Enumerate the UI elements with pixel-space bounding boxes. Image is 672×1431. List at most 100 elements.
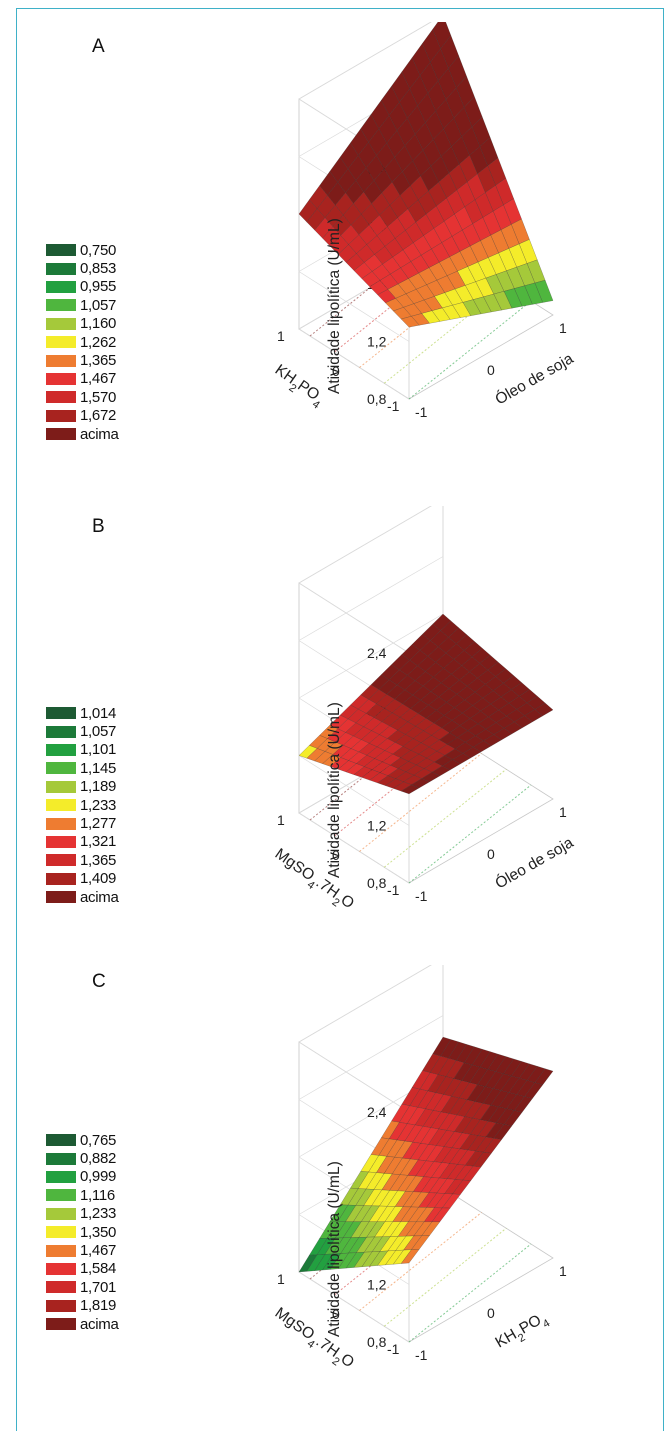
legend-swatch (46, 1189, 76, 1202)
z-tick-label: 2,4 (367, 1104, 387, 1120)
legend-item: 1,819 (46, 1297, 119, 1315)
legend-item: 1,321 (46, 833, 119, 851)
x-tick-label: 1 (559, 1263, 567, 1279)
legend-label: 1,701 (80, 1278, 117, 1296)
legend-label: 0,765 (80, 1131, 117, 1149)
z-axis-label: Atividade lipolítica (U/mL) (326, 1161, 343, 1337)
panel-label-b: B (92, 516, 105, 537)
legend-item: 1,057 (46, 722, 119, 740)
legend-item: 1,233 (46, 796, 119, 814)
legend-label: 1,321 (80, 833, 117, 851)
z-axis-label: Atividade lipolítica (U/mL) (326, 702, 343, 878)
legend-item: 1,145 (46, 759, 119, 777)
legend-swatch (46, 1226, 76, 1239)
y-tick-label: -1 (387, 398, 400, 414)
z-axis-label: Atividade lipolítica (U/mL) (326, 218, 343, 394)
legend-swatch (46, 1262, 76, 1275)
legend-swatch (46, 244, 76, 257)
y-tick-label: 1 (277, 812, 285, 828)
x-axis-label: Óleo de soja (493, 834, 577, 892)
legend-swatch (46, 743, 76, 756)
legend-label: 0,955 (80, 278, 117, 296)
legend-swatch (46, 891, 76, 904)
y-tick-label: -1 (387, 882, 400, 898)
legend-swatch (46, 780, 76, 793)
x-tick-label: 0 (487, 1305, 495, 1321)
legend-swatch (46, 872, 76, 885)
floor-contour (408, 1243, 532, 1343)
legend-swatch (46, 280, 76, 293)
legend-item: 1,365 (46, 351, 119, 369)
legend-label: 1,145 (80, 759, 117, 777)
legend-swatch (46, 707, 76, 720)
legend-label: 1,409 (80, 870, 117, 888)
legend-swatch (46, 428, 76, 441)
legend-label: 1,057 (80, 723, 117, 741)
legend-item: acima (46, 425, 119, 443)
legend-item: 0,955 (46, 278, 119, 296)
legend-swatch (46, 762, 76, 775)
legend-b: 1,014 1,057 1,101 1,145 1,189 1,233 1,277 1,321… (46, 704, 119, 906)
legend-item: 0,882 (46, 1149, 119, 1167)
surface-plot-c: C 0,765 0,882 0,999 1,116 1,233 1,350 1,467 1,5… (16, 965, 664, 1425)
legend-label: 1,365 (80, 352, 117, 370)
legend-label: 0,999 (80, 1168, 117, 1186)
legend-swatch (46, 1207, 76, 1220)
legend-label: 0,750 (80, 241, 117, 259)
legend-item: 1,116 (46, 1186, 119, 1204)
legend-label: 1,277 (80, 815, 117, 833)
legend-swatch (46, 409, 76, 422)
y-axis-label: KH2PO4 (269, 361, 328, 411)
legend-item: 1,672 (46, 407, 119, 425)
legend-label: 1,365 (80, 851, 117, 869)
legend-swatch (46, 391, 76, 404)
legend-label: 1,116 (80, 1186, 115, 1204)
legend-label: 1,262 (80, 333, 117, 351)
legend-label: 1,672 (80, 407, 117, 425)
z-gridline (298, 506, 432, 654)
legend-item: 1,057 (46, 296, 119, 314)
x-axis-label: KH2PO4 (493, 1309, 553, 1356)
surface-cell (400, 1249, 420, 1264)
legend-label: 1,350 (80, 1223, 117, 1241)
legend-swatch (46, 1281, 76, 1294)
y-tick-label: 1 (277, 328, 285, 344)
z-gridline (298, 1015, 444, 1170)
legend-a: 0,750 0,853 0,955 1,057 1,160 1,262 1,365 1,467… (46, 241, 119, 443)
legend-swatch (46, 854, 76, 867)
legend-item: 1,584 (46, 1260, 119, 1278)
legend-label: 1,057 (80, 296, 117, 314)
legend-label: 1,160 (80, 315, 117, 333)
legend-swatch (46, 1299, 76, 1312)
legend-item: 1,233 (46, 1205, 119, 1223)
legend-swatch (46, 835, 76, 848)
y-tick-label: 0 (332, 1306, 340, 1322)
legend-label: acima (80, 425, 119, 443)
legend-item: 1,467 (46, 370, 119, 388)
legend-item: 1,467 (46, 1241, 119, 1259)
z-tick-label: 1,2 (367, 1277, 387, 1293)
z-tick-label: 0,8 (367, 391, 387, 407)
x-axis-label: Óleo de soja (493, 350, 577, 408)
legend-c: 0,765 0,882 0,999 1,116 1,233 1,350 1,467 1,584… (46, 1131, 119, 1333)
legend-label: 1,570 (80, 388, 117, 406)
legend-label: 1,819 (80, 1297, 117, 1315)
legend-label: 1,101 (80, 741, 117, 759)
y-tick-label: 0 (332, 363, 340, 379)
legend-label: 0,882 (80, 1150, 117, 1168)
z-gridline (298, 965, 432, 1113)
legend-item: 1,350 (46, 1223, 119, 1241)
legend-swatch (46, 1170, 76, 1183)
legend-label: 0,853 (80, 260, 117, 278)
y-tick-label: 0 (332, 847, 340, 863)
legend-label: 1,189 (80, 778, 117, 796)
x-tick-label: -1 (415, 404, 428, 420)
z-tick-label: 1,2 (367, 818, 387, 834)
legend-label: 1,467 (80, 1242, 117, 1260)
legend-swatch (46, 1134, 76, 1147)
z-tick-label: 0,8 (367, 875, 387, 891)
legend-item: 1,189 (46, 778, 119, 796)
x-tick-label: 0 (487, 846, 495, 862)
legend-swatch (46, 299, 76, 312)
